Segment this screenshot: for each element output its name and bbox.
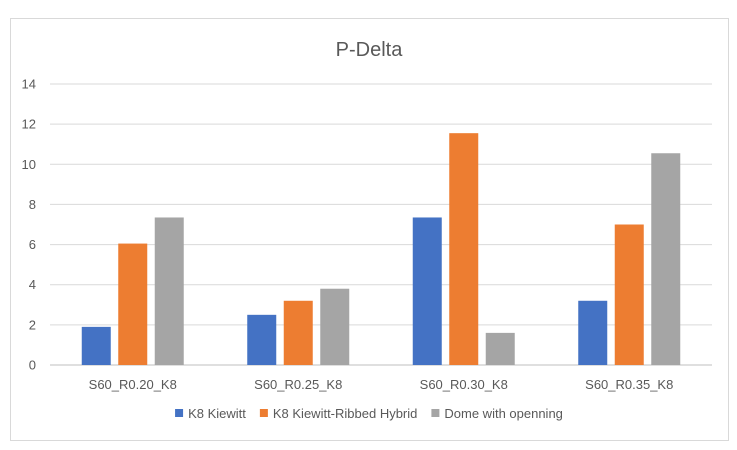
bar-k8-kiewitt-2 bbox=[412, 217, 442, 365]
bar-dome-with-openning-0 bbox=[154, 217, 184, 365]
y-tick-label: 10 bbox=[22, 157, 36, 172]
x-tick-label: S60_R0.35_K8 bbox=[585, 377, 673, 392]
y-tick-label: 0 bbox=[29, 358, 36, 373]
legend-label: K8 Kiewitt bbox=[188, 406, 246, 421]
y-tick-label: 12 bbox=[22, 117, 36, 132]
bar-k8-kiewitt-ribbed-hybrid-1 bbox=[283, 300, 313, 365]
x-axis-ticks: S60_R0.20_K8 S60_R0.25_K8 S60_R0.30_K8 S60_… bbox=[89, 377, 674, 392]
bar-k8-kiewitt-0 bbox=[81, 326, 111, 365]
bar-k8-kiewitt-ribbed-hybrid-2 bbox=[449, 133, 479, 365]
y-tick-label: 14 bbox=[22, 77, 36, 92]
bars bbox=[81, 133, 681, 365]
y-tick-label: 8 bbox=[29, 197, 36, 212]
legend-label: Dome with openning bbox=[444, 406, 563, 421]
bar-k8-kiewitt-3 bbox=[578, 300, 608, 365]
bar-k8-kiewitt-1 bbox=[247, 314, 277, 365]
legend-label: K8 Kiewitt-Ribbed Hybrid bbox=[273, 406, 418, 421]
x-tick-label: S60_R0.30_K8 bbox=[420, 377, 508, 392]
bar-k8-kiewitt-ribbed-hybrid-0 bbox=[118, 243, 148, 365]
y-tick-label: 2 bbox=[29, 317, 36, 332]
bar-dome-with-openning-3 bbox=[651, 153, 681, 365]
legend-swatch bbox=[175, 409, 184, 417]
legend-swatch bbox=[431, 409, 440, 417]
y-axis-ticks: 0 2 4 6 8 10 12 14 bbox=[22, 77, 36, 373]
y-tick-label: 4 bbox=[29, 277, 36, 292]
gridlines bbox=[50, 83, 712, 366]
x-tick-label: S60_R0.25_K8 bbox=[254, 377, 342, 392]
chart-frame bbox=[10, 18, 729, 441]
y-tick-label: 6 bbox=[29, 237, 36, 252]
legend: K8 Kiewitt K8 Kiewitt-Ribbed Hybrid Dome w… bbox=[175, 406, 563, 421]
bar-k8-kiewitt-ribbed-hybrid-3 bbox=[614, 224, 644, 365]
bar-dome-with-openning-2 bbox=[485, 332, 515, 365]
legend-swatch bbox=[259, 409, 268, 417]
bar-dome-with-openning-1 bbox=[320, 288, 350, 365]
x-tick-label: S60_R0.20_K8 bbox=[89, 377, 177, 392]
chart-title: P-Delta bbox=[336, 39, 404, 61]
